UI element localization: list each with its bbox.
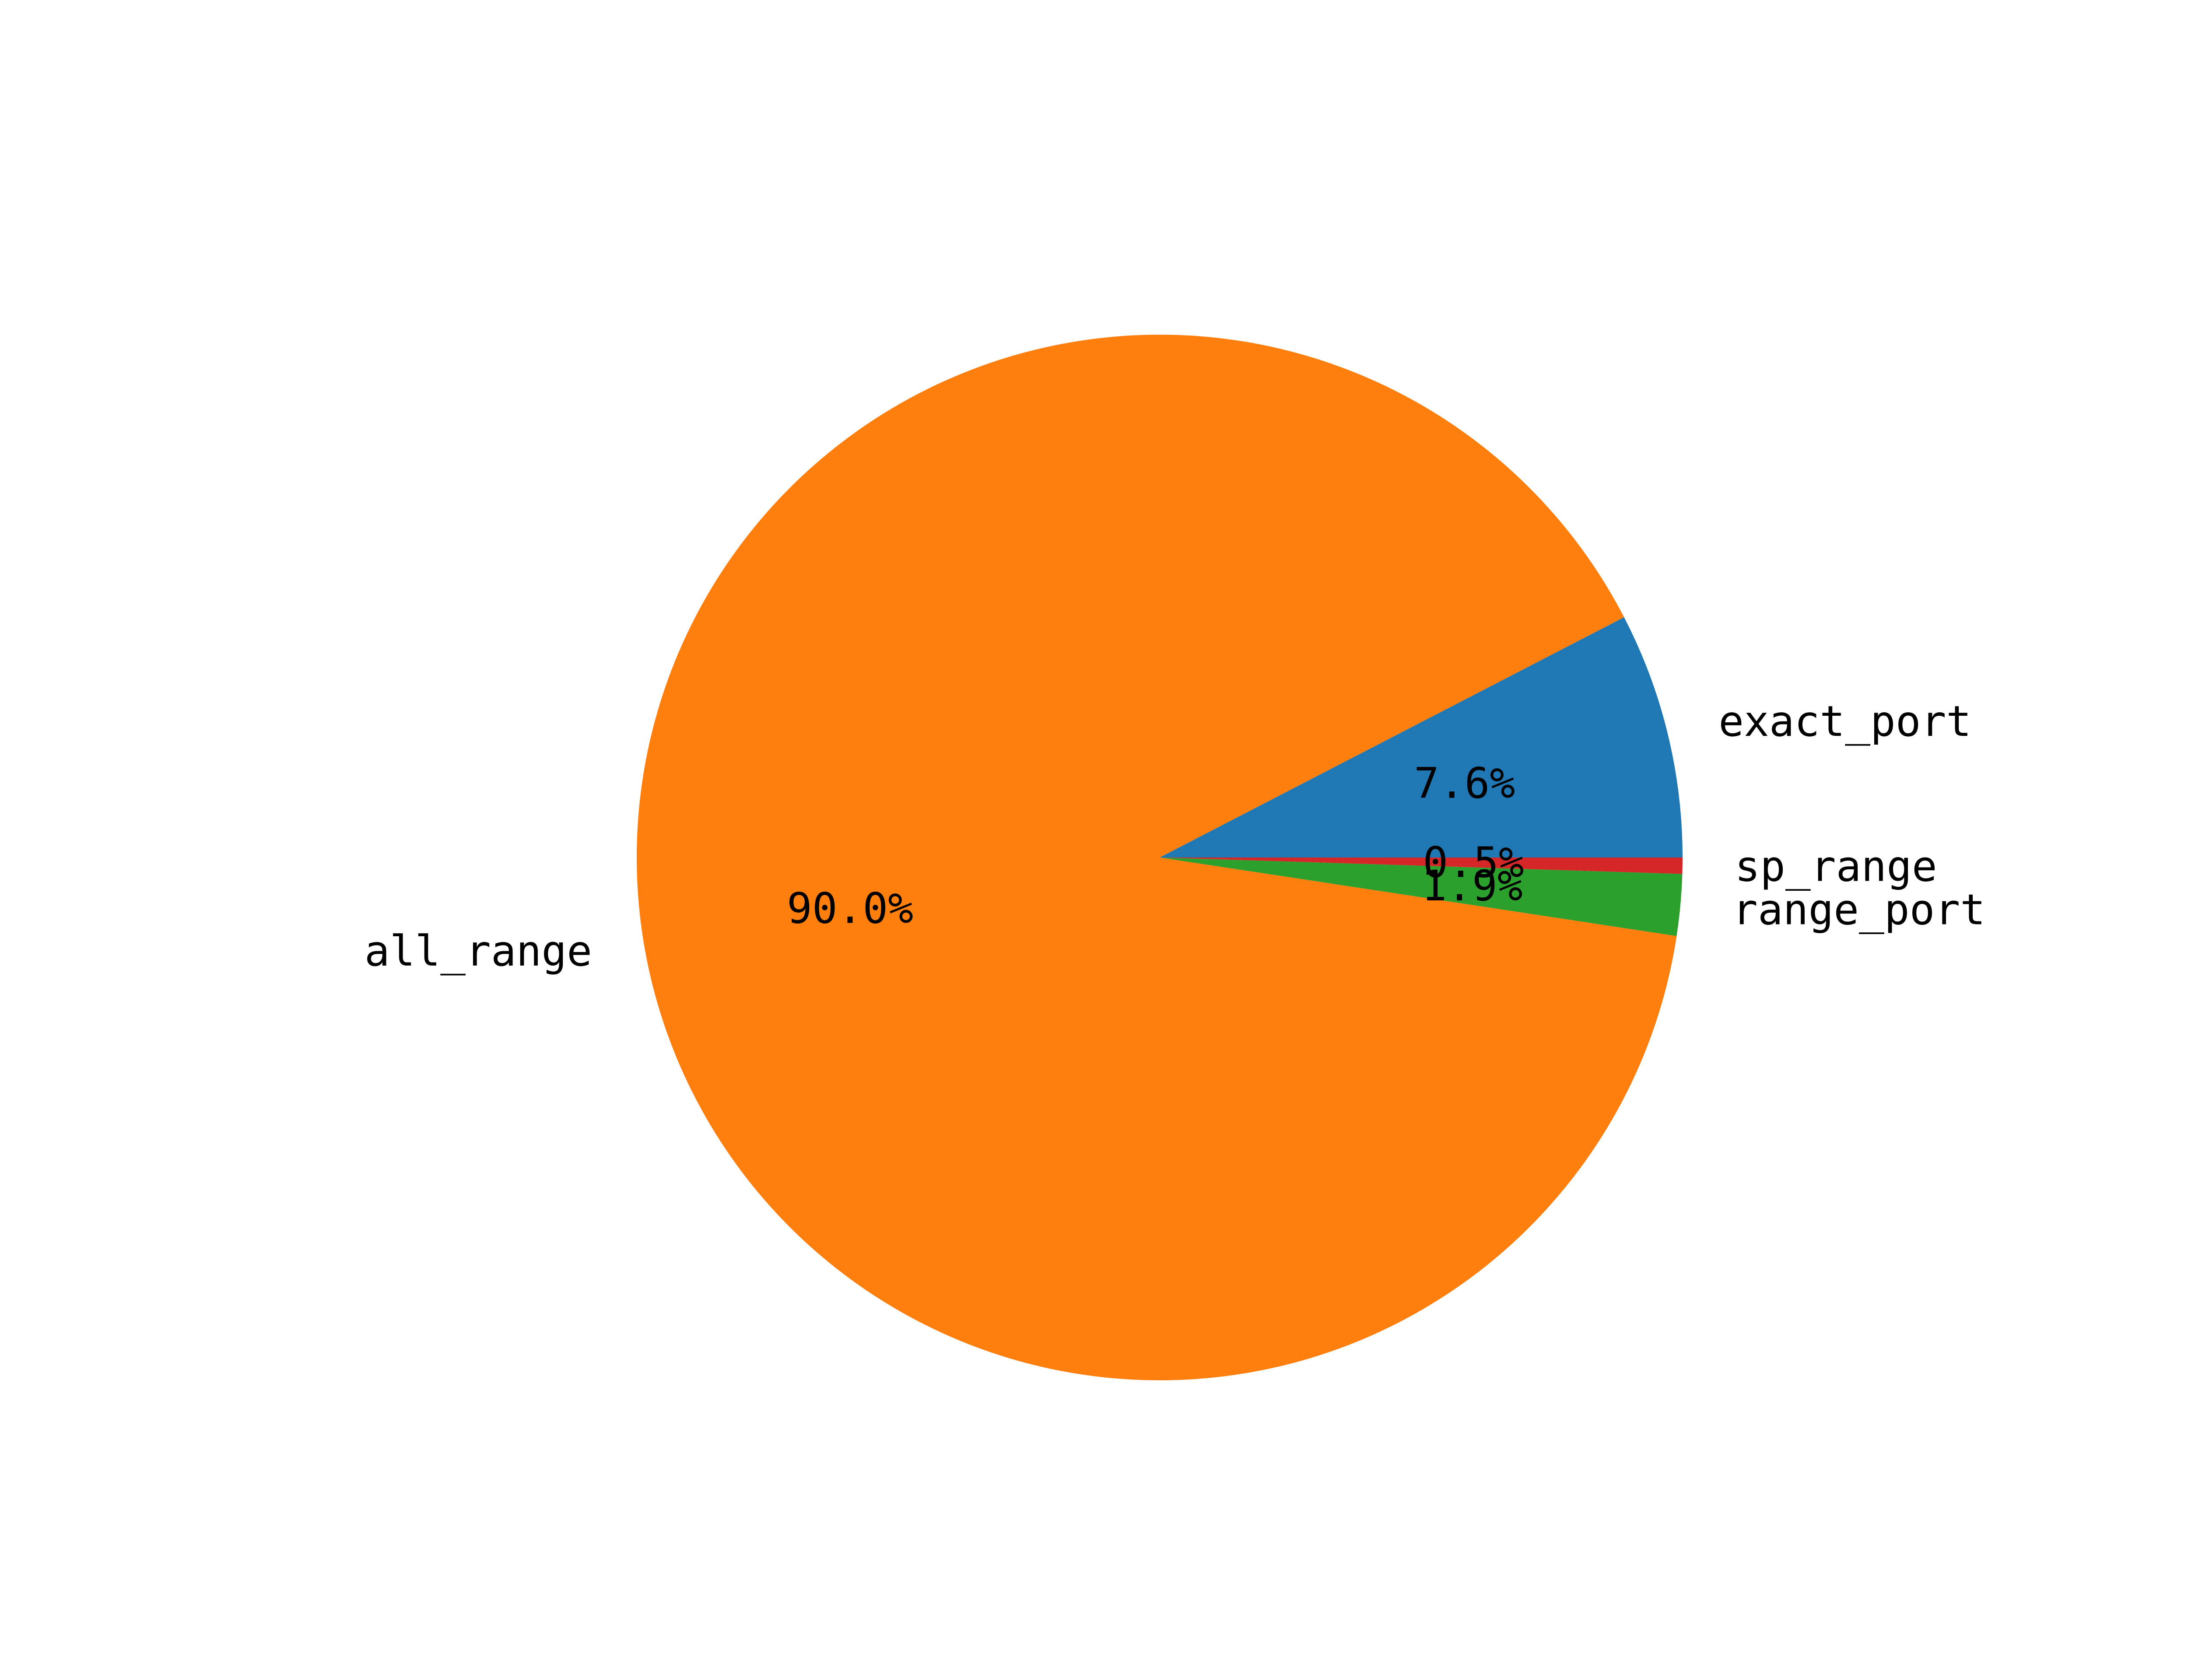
category-label-range-port: range_port — [1732, 886, 1985, 934]
pie-slice-range-port — [1160, 858, 1683, 936]
pie-slice-exact-port — [1160, 617, 1683, 858]
category-label-all-range: all_range — [365, 927, 592, 976]
pie-slice-sp-range — [1160, 858, 1683, 874]
pie-slices — [637, 334, 1683, 1380]
pct-label-exact-port: 7.6% — [1414, 759, 1515, 808]
category-label-sp-range: sp_range — [1735, 842, 1937, 891]
category-label-exact-port: exact_port — [1718, 697, 1971, 746]
pct-label-sp-range: 0.5% — [1423, 838, 1524, 887]
pie-percent-labels: 7.6% 90.0% 1.9%0.5% — [787, 759, 1524, 933]
pct-label-all-range: 90.0% — [787, 884, 913, 933]
pct-label-range-port: 1.9% — [1421, 861, 1522, 910]
pie-slice-all-range — [637, 334, 1677, 1380]
